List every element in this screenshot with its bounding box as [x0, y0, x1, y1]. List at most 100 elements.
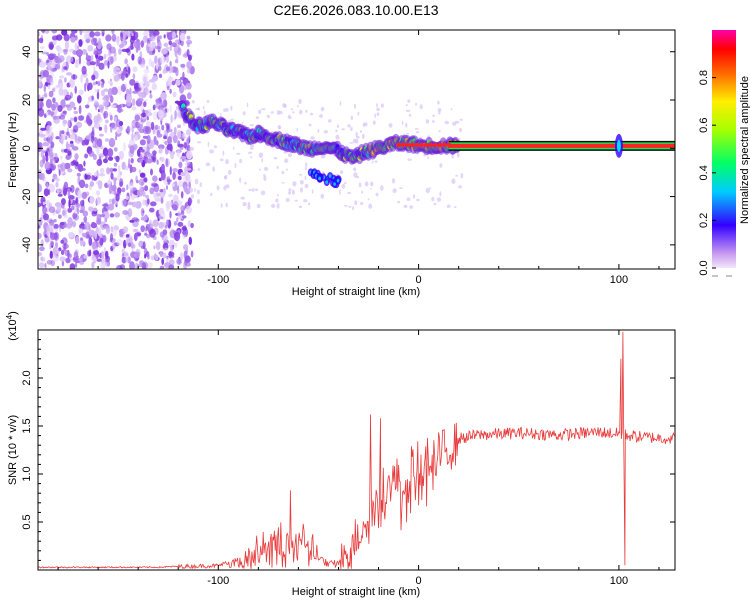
noise-speck	[149, 228, 156, 238]
carrier-dot	[410, 142, 415, 147]
noise-speck	[118, 48, 122, 55]
noise-speck	[140, 149, 145, 153]
noise-speck	[38, 107, 45, 117]
noise-speck	[140, 40, 144, 48]
noise-speck	[165, 205, 171, 212]
noise-speck	[149, 207, 155, 213]
noise-speck	[85, 77, 89, 87]
trace-branch-core	[325, 180, 329, 184]
noise-speck	[79, 179, 86, 189]
noise-speck	[148, 58, 152, 67]
noise-speck	[61, 260, 65, 267]
spectrogram-image	[38, 30, 675, 269]
noise-speck	[142, 199, 146, 206]
noise-speck	[48, 146, 53, 154]
noise-speck	[92, 140, 96, 148]
noise-speck	[154, 124, 159, 130]
noise-speck	[43, 92, 48, 97]
noise-speck	[261, 158, 264, 163]
noise-speck	[311, 189, 314, 194]
noise-speck	[105, 34, 112, 42]
noise-speck	[122, 68, 127, 76]
noise-speck	[180, 191, 184, 199]
noise-speck	[79, 260, 85, 265]
noise-speck	[303, 199, 308, 203]
noise-speck	[140, 225, 145, 233]
noise-speck	[107, 148, 114, 158]
noise-speck	[319, 114, 323, 118]
noise-speck	[277, 110, 280, 115]
noise-speck	[308, 123, 312, 127]
noise-speck	[149, 47, 154, 52]
noise-speck	[49, 232, 57, 240]
noise-speck	[51, 53, 57, 58]
noise-speck	[273, 157, 278, 160]
noise-speck	[72, 212, 78, 219]
noise-speck	[320, 193, 325, 199]
noise-speck	[169, 121, 172, 131]
noise-speck	[74, 85, 77, 94]
noise-speck	[158, 65, 162, 71]
noise-speck	[91, 175, 94, 181]
noise-speck	[125, 257, 129, 263]
noise-speck	[61, 30, 68, 36]
noise-speck	[139, 172, 146, 178]
noise-speck	[166, 179, 172, 183]
noise-speck	[53, 223, 59, 229]
noise-speck	[151, 41, 156, 49]
noise-speck	[125, 48, 130, 53]
noise-speck	[122, 210, 129, 215]
noise-speck	[89, 195, 95, 205]
noise-speck	[183, 142, 188, 149]
noise-speck	[152, 74, 159, 82]
noise-speck	[134, 218, 140, 223]
noise-speck	[121, 256, 127, 264]
noise-speck	[213, 145, 217, 149]
noise-speck	[67, 150, 72, 156]
noise-speck	[357, 111, 360, 116]
noise-speck	[380, 103, 384, 108]
noise-speck	[190, 222, 194, 229]
noise-speck	[46, 230, 51, 237]
noise-speck	[177, 180, 184, 187]
noise-speck	[181, 226, 187, 231]
noise-speck	[172, 135, 178, 144]
noise-speck	[126, 93, 132, 103]
noise-speck	[458, 185, 462, 189]
noise-speck	[223, 175, 227, 180]
noise-speck	[116, 38, 120, 46]
noise-speck	[304, 176, 307, 180]
noise-speck	[87, 82, 93, 91]
noise-speck	[220, 203, 223, 208]
noise-speck	[55, 57, 62, 64]
noise-speck	[129, 164, 133, 174]
noise-speck	[188, 236, 192, 245]
noise-speck	[83, 33, 90, 40]
snr-ytick-label: 1.0	[21, 466, 33, 481]
noise-speck	[248, 151, 253, 154]
noise-speck	[95, 58, 99, 67]
noise-speck	[375, 192, 379, 197]
noise-speck	[137, 56, 142, 65]
carrier-dot	[396, 142, 401, 147]
noise-speck	[177, 221, 184, 227]
noise-speck	[146, 135, 151, 144]
noise-speck	[111, 242, 116, 249]
noise-speck	[132, 66, 138, 73]
noise-speck	[299, 180, 304, 185]
colorbar-tick-label: 0.4	[698, 165, 710, 180]
noise-speck	[251, 188, 255, 192]
noise-speck	[111, 184, 117, 192]
noise-speck	[177, 175, 182, 181]
noise-speck	[165, 54, 169, 63]
noise-speck	[46, 182, 49, 189]
noise-speck	[49, 219, 55, 226]
noise-speck	[149, 187, 155, 195]
noise-speck	[77, 137, 83, 142]
noise-speck	[172, 194, 179, 203]
noise-speck	[374, 113, 377, 118]
noise-speck	[66, 107, 72, 111]
noise-speck	[67, 231, 75, 238]
noise-speck	[170, 114, 173, 123]
noise-speck	[93, 122, 101, 129]
